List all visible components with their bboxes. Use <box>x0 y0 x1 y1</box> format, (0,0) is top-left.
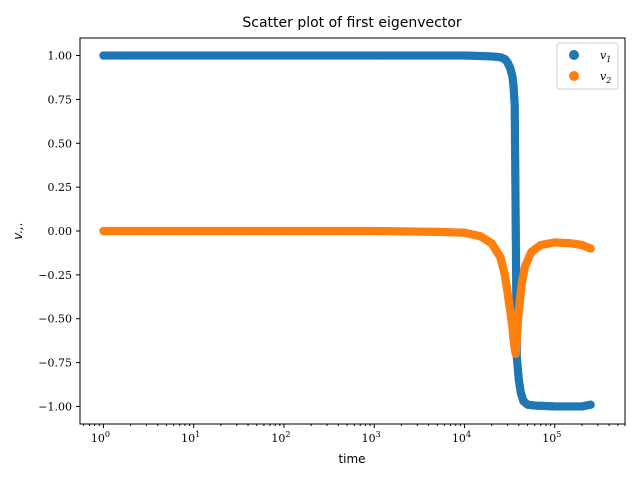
x-tick-label: 103 <box>362 430 381 445</box>
y-tick-label: 1.00 <box>48 50 73 63</box>
y-tick-label: −0.50 <box>38 313 72 326</box>
x-tick-label: 104 <box>452 430 471 445</box>
y-tick-label: 0.50 <box>48 137 73 150</box>
data-points <box>99 51 595 411</box>
legend-label-v2: v2 <box>600 70 611 85</box>
y-tick-label: −0.75 <box>38 357 72 370</box>
y-tick-label: −1.00 <box>38 400 72 413</box>
x-tick-label: 101 <box>181 430 200 445</box>
y-tick-label: 0.25 <box>48 181 73 194</box>
x-axis: 100 101 102 103 104 105 <box>82 424 626 445</box>
legend-marker-v2 <box>569 71 579 81</box>
y-tick-label: −0.25 <box>38 269 72 282</box>
y-tick-label: 0.00 <box>48 225 73 238</box>
x-tick-label: 105 <box>542 430 561 445</box>
chart-title: Scatter plot of first eigenvector <box>242 15 462 31</box>
legend-marker-v1 <box>569 50 579 60</box>
y-axis: 1.00 0.75 0.50 0.25 0.00 −0.25 −0.50 −0.75 −1.00 <box>38 50 80 413</box>
x-tick-label: 102 <box>271 430 290 445</box>
legend: v1 v2 <box>556 42 619 90</box>
x-tick-label: 100 <box>91 430 110 445</box>
x-axis-label: time <box>338 452 365 466</box>
y-tick-label: 0.75 <box>48 93 73 106</box>
legend-label-v1: v1 <box>600 49 611 64</box>
point-v1 <box>586 400 595 409</box>
point-v2 <box>586 244 595 253</box>
y-axis-label: v.,. <box>11 222 25 240</box>
